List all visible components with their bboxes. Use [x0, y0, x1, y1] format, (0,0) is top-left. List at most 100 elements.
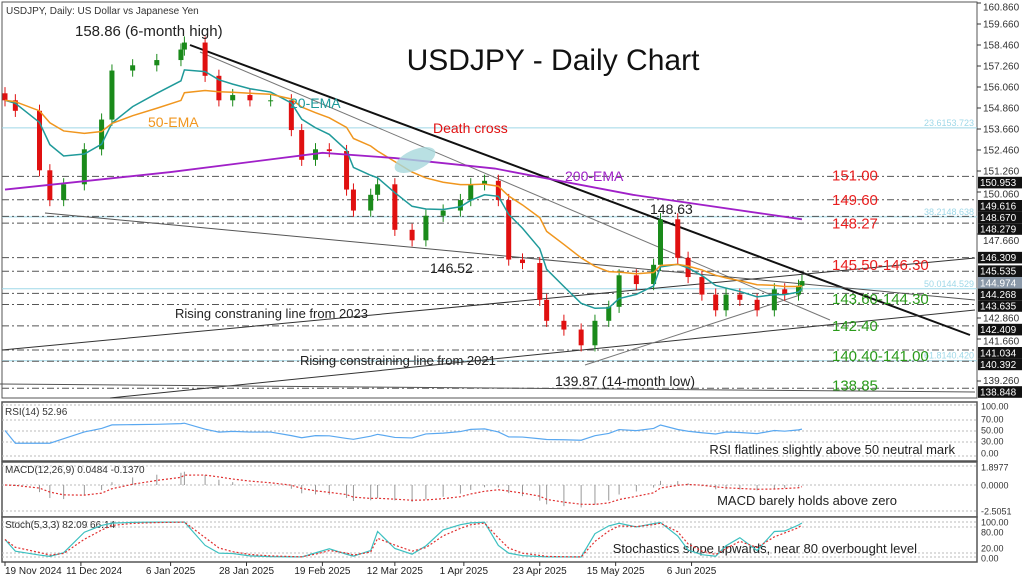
fib-level-label: 38.2148.638: [924, 207, 974, 217]
level-price-label: 149.616: [980, 201, 1017, 212]
candle: [61, 184, 67, 201]
y-tick-label: 153.660: [983, 125, 1020, 136]
candle: [202, 42, 208, 76]
x-tick-label: 23 Apr 2025: [513, 566, 567, 577]
level-price-label: 148.279: [980, 225, 1017, 236]
level-price-label: 144.268: [980, 290, 1017, 301]
fib-level-label: 50.0144.529: [924, 279, 974, 289]
candle: [247, 95, 253, 101]
trough-label: 146.52: [430, 260, 473, 276]
candle: [457, 200, 463, 211]
line-2021-label: Rising constraining line from 2021: [300, 353, 496, 368]
y-tick-label: 158.460: [983, 41, 1020, 52]
stoch-note: Stochastics slope upwards, near 80 overb…: [613, 541, 917, 556]
candle: [216, 75, 222, 101]
rising-line-2021: [109, 309, 976, 399]
candle: [592, 320, 598, 346]
candle: [782, 289, 788, 295]
level-price-box: [978, 176, 1022, 189]
candle: [268, 100, 274, 102]
candle: [616, 275, 622, 307]
y-tick-label: 157.260: [983, 62, 1020, 73]
support-resistance-label: 148.27: [832, 215, 878, 232]
candle: [713, 294, 719, 311]
candle: [544, 299, 550, 321]
candle: [12, 100, 18, 111]
candle: [651, 264, 657, 285]
candle: [799, 281, 805, 286]
candle: [81, 149, 87, 185]
macd-tick-label: 1.8977: [981, 463, 1009, 473]
y-tick-label: 159.660: [983, 20, 1020, 31]
level-price-label: 138.848: [980, 388, 1017, 399]
level-price-box: [978, 251, 1022, 264]
y-tick-label: 160.860: [983, 3, 1020, 14]
ema200-label: 200-EMA: [565, 168, 624, 184]
support-resistance-label: 142.40: [832, 318, 878, 335]
support-resistance-label: 145.50-146.30: [832, 257, 929, 274]
ema20-line: [4, 69, 803, 310]
level-price-label: 144.974: [980, 278, 1017, 289]
level-price-box: [978, 323, 1022, 336]
level-price-box: [978, 386, 1022, 398]
candle: [288, 100, 294, 131]
candle: [520, 259, 525, 264]
level-price-label: 140.392: [980, 360, 1017, 371]
stoch-tick-label: 100.00: [981, 518, 1009, 528]
candle: [368, 194, 374, 211]
x-tick-label: 19 Feb 2025: [294, 566, 351, 577]
candle: [154, 60, 160, 66]
level-price-label: 145.535: [980, 267, 1017, 278]
candle: [699, 277, 705, 295]
candle: [344, 151, 350, 190]
rsi-tick-label: 100.00: [981, 402, 1009, 412]
candle: [658, 219, 663, 265]
candle: [178, 49, 184, 61]
rsi-note: RSI flatlines slightly above 50 neutral …: [709, 442, 955, 457]
level-price-box: [978, 223, 1022, 235]
candle: [181, 42, 187, 50]
macd-label: MACD(12,26,9) 0.0484 -0.1370: [5, 465, 145, 476]
level-price-box: [978, 265, 1022, 277]
line-2023-label: Rising constraning line from 2023: [175, 306, 368, 321]
rsi-tick-label: 50.00: [981, 426, 1004, 436]
rsi-label: RSI(14) 52.96: [5, 407, 68, 418]
macd-signal-line: [4, 474, 803, 506]
candle: [495, 180, 501, 201]
candle: [392, 184, 398, 230]
y-tick-label: 154.860: [983, 104, 1020, 115]
rsi-line: [4, 422, 803, 444]
candle: [299, 130, 305, 160]
x-tick-label: 6 Jun 2025: [667, 566, 717, 577]
level-price-box: [978, 276, 1022, 289]
fib-level-label: 61.8140.420: [924, 351, 974, 361]
candle: [675, 219, 681, 258]
candle: [350, 189, 356, 211]
candle: [796, 285, 801, 295]
descending-trendline-inner: [199, 51, 831, 321]
stoch-tick-label: 80.00: [981, 528, 1004, 538]
candle: [409, 229, 415, 241]
y-tick-label: 156.060: [983, 83, 1020, 94]
level-price-label: 143.635: [980, 301, 1017, 312]
death-cross-label: Death cross: [433, 120, 508, 136]
y-tick-label: 139.260: [983, 376, 1020, 387]
x-tick-label: 1 Apr 2025: [440, 566, 489, 577]
window-title: USDJPY, Daily: US Dollar vs Japanese Yen: [6, 6, 199, 17]
support-resistance-label: 143.60-144.30: [832, 291, 929, 308]
flat-line-138: [0, 383, 976, 393]
macd-tick-label: 0.0000: [981, 481, 1009, 491]
rsi-tick-label: 30.00: [981, 437, 1004, 447]
peak-label: 148.63: [650, 201, 693, 217]
candle: [482, 180, 488, 185]
ema200-line: [4, 151, 803, 221]
support-resistance-label: 138.85: [832, 378, 878, 395]
candle: [2, 93, 8, 101]
support-resistance-label: 149.60: [832, 192, 878, 209]
death-cross-marker: [394, 147, 436, 173]
level-price-box: [978, 200, 1022, 212]
macd-tick-label: -2.5051: [981, 507, 1012, 517]
x-tick-label: 11 Dec 2024: [66, 566, 122, 577]
candle: [771, 289, 777, 311]
level-price-box: [978, 358, 1022, 371]
